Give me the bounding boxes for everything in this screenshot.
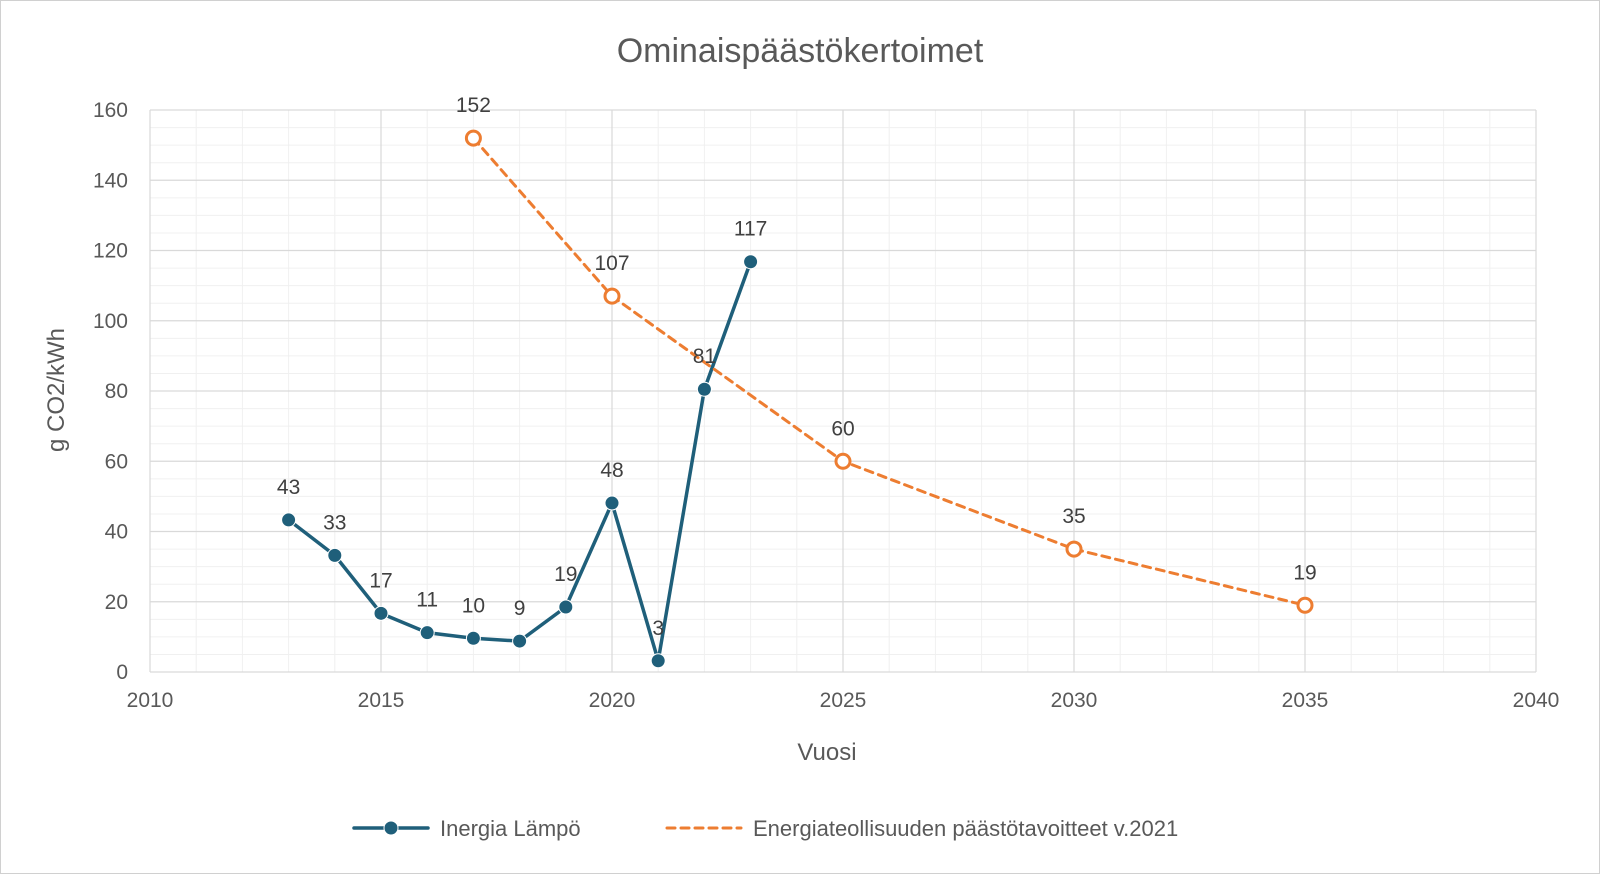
x-tick-label: 2030	[1051, 689, 1098, 712]
label-layer: 43 33 17 11 10 9 19 48 3 81 117 152 107 60 35 19	[277, 94, 1317, 640]
axis-layer: 2010 2015 2020 2025 2030 2035 2040020406080100…	[93, 99, 1559, 712]
y-tick-label: 100	[93, 310, 128, 333]
grid-layer	[149, 109, 1537, 673]
target-data-point	[603, 287, 621, 305]
target-data-point	[1065, 540, 1083, 558]
x-tick-label: 2020	[589, 689, 636, 712]
target-data-label: 19	[1293, 561, 1316, 584]
target-data-point	[834, 452, 852, 470]
x-tick-label: 2010	[127, 689, 174, 712]
y-tick-label: 60	[105, 450, 128, 473]
inergia-data-point	[373, 605, 389, 621]
x-tick-label: 2015	[358, 689, 405, 712]
legend-inergia: Inergia Lämpö	[352, 816, 581, 841]
inergia-data-point	[696, 381, 712, 397]
y-tick-label: 120	[93, 240, 128, 263]
x-tick-label: 2025	[820, 689, 867, 712]
y-tick-label: 20	[105, 591, 128, 614]
inergia-data-label: 17	[369, 569, 392, 592]
inergia-data-point	[743, 254, 759, 270]
inergia-data-point	[650, 653, 666, 669]
inergia-data-label: 11	[416, 589, 438, 612]
x-tick-label: 2040	[1513, 689, 1560, 712]
y-axis-title: g CO2/kWh	[43, 328, 70, 452]
y-tick-label: 40	[105, 521, 128, 544]
y-tick-label: 0	[116, 661, 128, 684]
y-tick-label: 160	[93, 99, 128, 122]
x-axis-title: Vuosi	[797, 739, 856, 766]
inergia-data-label: 43	[277, 476, 300, 499]
target-data-point	[464, 129, 482, 147]
target-data-label: 152	[456, 94, 491, 117]
legend-inergia-marker	[383, 820, 399, 836]
target-data-point	[1296, 596, 1314, 614]
target-data-label: 35	[1062, 505, 1085, 528]
inergia-data-label: 117	[734, 218, 767, 241]
legend-target-label: Energiateollisuuden päästötavoitteet v.2…	[753, 816, 1178, 841]
target-data-label: 60	[831, 417, 854, 440]
inergia-data-point	[419, 625, 435, 641]
inergia-data-point	[558, 599, 574, 615]
inergia-data-label: 10	[462, 594, 485, 617]
chart-title: Ominaispäästökertoimet	[617, 32, 984, 70]
legend: Inergia Lämpö Energiateollisuuden päästöt…	[352, 816, 1178, 841]
inergia-data-label: 81	[693, 345, 716, 368]
inergia-data-point	[512, 633, 528, 649]
inergia-data-label: 33	[323, 511, 346, 534]
y-tick-label: 80	[105, 380, 128, 403]
target-data-label: 107	[594, 252, 629, 275]
inergia-data-point	[327, 547, 343, 563]
legend-target: Energiateollisuuden päästötavoitteet v.2…	[665, 816, 1178, 841]
series-layer	[281, 129, 1314, 669]
inergia-data-label: 19	[554, 563, 577, 586]
legend-inergia-label: Inergia Lämpö	[440, 816, 581, 841]
inergia-data-label: 3	[652, 617, 664, 640]
y-tick-label: 140	[93, 169, 128, 192]
inergia-data-label: 48	[600, 459, 623, 482]
inergia-data-point	[465, 630, 481, 646]
inergia-data-label: 9	[514, 597, 526, 620]
inergia-data-point	[604, 495, 620, 511]
inergia-data-point	[281, 512, 297, 528]
x-tick-label: 2035	[1282, 689, 1329, 712]
